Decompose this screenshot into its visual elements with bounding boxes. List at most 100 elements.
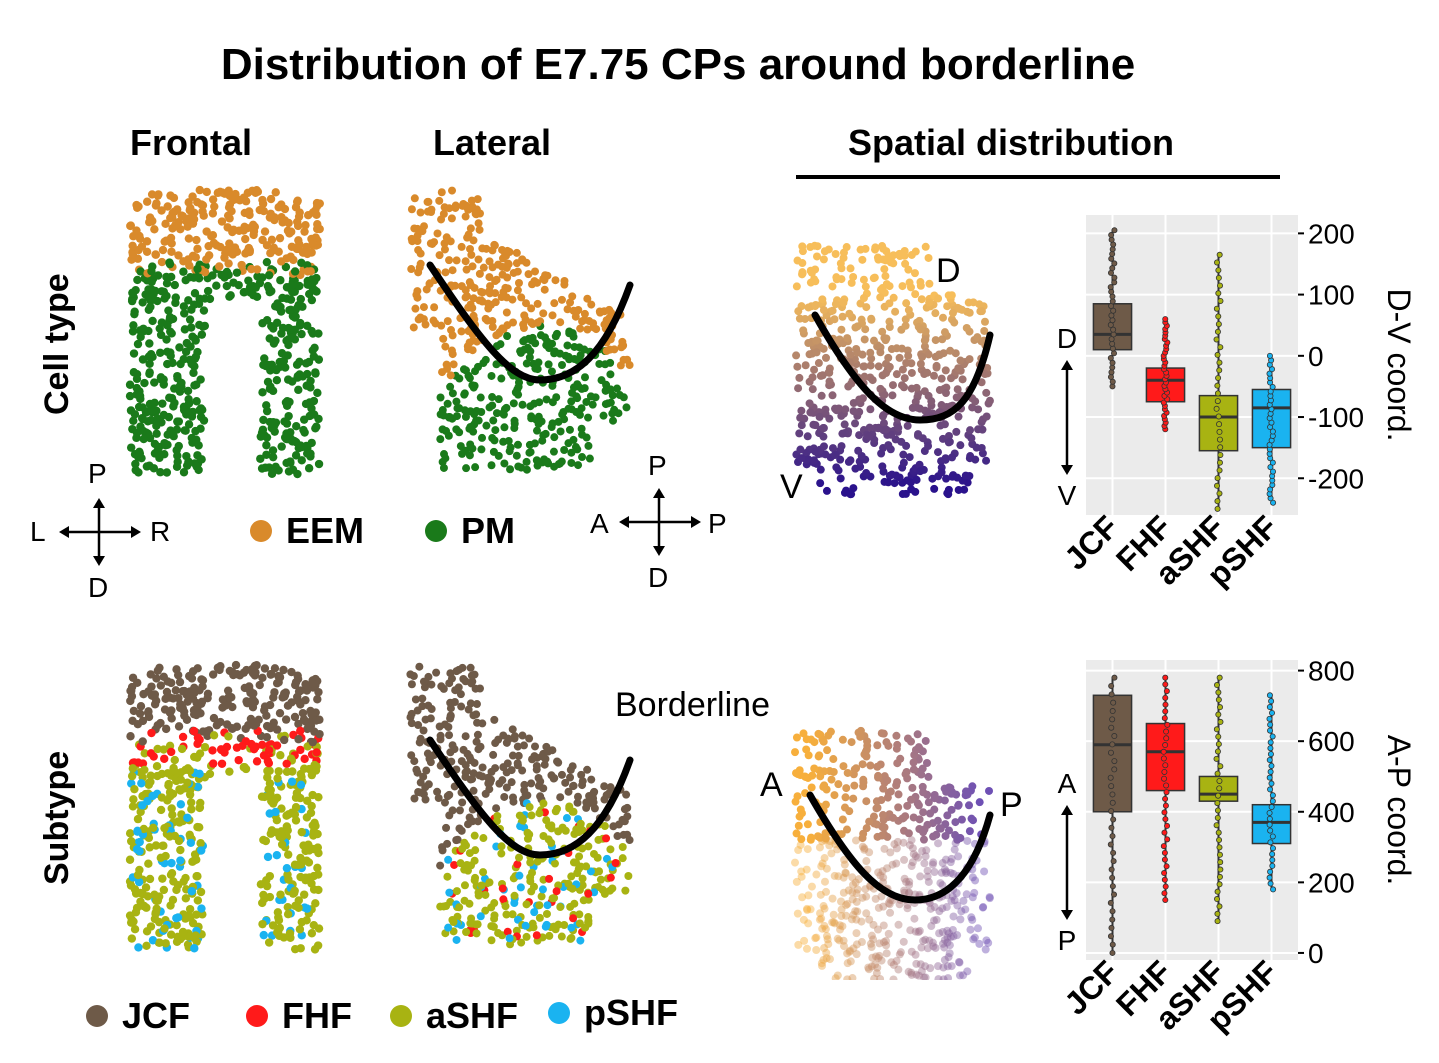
scatter-point (222, 281, 232, 291)
scatter-point (878, 327, 887, 336)
scatter-point (527, 304, 536, 313)
scatter-point (893, 740, 902, 749)
scatter-point (852, 929, 861, 938)
scatter-point (498, 409, 507, 418)
scatter-point (138, 716, 148, 726)
scatter-point (881, 272, 890, 281)
scatter-point (947, 854, 956, 863)
scatter-point (303, 211, 313, 220)
scatter-point (192, 380, 201, 389)
scatter-point (913, 431, 922, 440)
scatter-point (442, 823, 451, 832)
scatter-point (885, 362, 894, 371)
scatter-point (573, 869, 582, 878)
compass-frontal-right: R (150, 516, 171, 547)
scatter-point (173, 374, 182, 383)
scatter-point (843, 959, 852, 968)
scatter-point (176, 699, 185, 709)
scatter-point (457, 282, 466, 291)
scatter-point (522, 299, 531, 308)
scatter-point (217, 217, 227, 226)
scatter-point (596, 875, 605, 884)
scatter-point (873, 253, 882, 262)
scatter-point (942, 869, 951, 878)
scatter-point (185, 790, 195, 799)
scatter-point (879, 419, 888, 428)
scatter-point (965, 801, 974, 810)
scatter-point (941, 831, 950, 840)
scatter-point (825, 841, 834, 850)
scatter-point (860, 362, 869, 371)
scatter-point (268, 446, 278, 455)
scatter-point (471, 463, 480, 472)
scatter-point (915, 460, 924, 469)
scatter-point (275, 233, 285, 243)
scatter-point (450, 697, 459, 706)
scatter-point (135, 847, 144, 856)
scatter-point (473, 817, 482, 826)
scatter-point (139, 824, 149, 834)
box-point (1266, 874, 1273, 881)
y-axis-label: D-V coord. (1381, 289, 1417, 442)
box-point (1162, 674, 1169, 681)
scatter-point (457, 757, 466, 766)
scatter-point (554, 460, 563, 469)
scatter-point (930, 868, 939, 877)
scatter-point (277, 349, 287, 358)
scatter-point (804, 303, 813, 312)
scatter-point (443, 399, 452, 408)
scatter-point (209, 713, 219, 723)
scatter-point (888, 381, 897, 390)
scatter-point (517, 293, 526, 302)
scatter-point (908, 844, 917, 853)
scatter-point (849, 398, 858, 407)
box-point (1217, 866, 1224, 873)
scatter-point (411, 695, 420, 704)
scatter-point (547, 367, 556, 376)
scatter-point (825, 414, 834, 423)
box-point (1215, 413, 1222, 420)
scatter-point (266, 209, 275, 218)
scatter-point (938, 313, 947, 322)
scatter-point (310, 343, 319, 353)
scatter-point (525, 448, 534, 457)
scatter-point (474, 888, 483, 897)
scatter-point (306, 721, 316, 730)
scatter-point (905, 453, 914, 462)
scatter-point (859, 275, 868, 284)
scatter-point (174, 722, 184, 731)
scatter-point (239, 668, 249, 677)
scatter-point (866, 348, 875, 357)
scatter-point (271, 807, 280, 817)
box-point (1215, 711, 1222, 718)
scatter-point (906, 737, 915, 746)
scatter-point (830, 791, 839, 800)
scatter-point (288, 437, 297, 446)
scatter-point (163, 677, 172, 686)
scatter-point (285, 305, 294, 315)
scatter-point (979, 903, 988, 912)
scatter-point (589, 323, 598, 332)
scatter-point (621, 886, 630, 895)
scatter-point (152, 421, 161, 430)
scatter-point (132, 370, 142, 379)
scatter-point (159, 885, 169, 895)
scatter-point (888, 258, 897, 267)
scatter-point (901, 321, 910, 330)
scatter-point (864, 965, 873, 974)
scatter-point (865, 817, 874, 826)
scatter-point (810, 456, 819, 465)
scatter-point (862, 303, 871, 312)
scatter-point (229, 195, 238, 205)
scatter-point (868, 953, 877, 962)
scatter-point (857, 938, 866, 947)
scatter-point (551, 332, 560, 341)
box-point (1216, 844, 1223, 851)
scatter-point (623, 830, 632, 839)
scatter-point (277, 442, 286, 451)
scatter-point (861, 885, 870, 894)
box-point (1215, 689, 1222, 696)
scatter-point (518, 816, 527, 825)
scatter-point (905, 278, 914, 287)
scatter-point (196, 412, 206, 422)
